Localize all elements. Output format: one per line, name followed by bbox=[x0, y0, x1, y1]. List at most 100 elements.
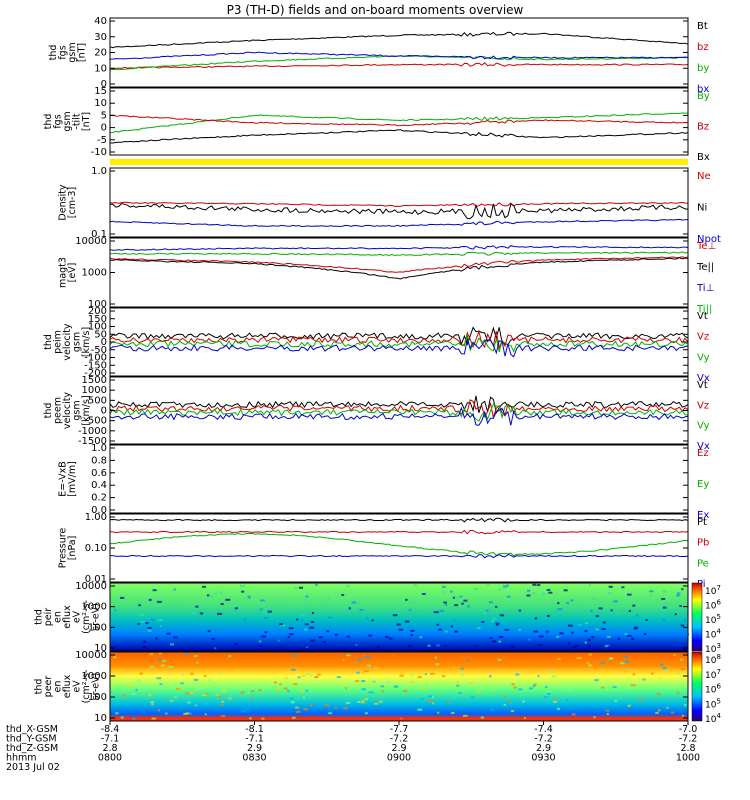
spectrogram-pixel bbox=[676, 672, 680, 675]
spectrogram-pixel bbox=[214, 592, 218, 595]
spectrogram-pixel bbox=[658, 709, 661, 712]
spectrogram-pixel bbox=[419, 636, 423, 639]
spectrogram-pixel bbox=[304, 623, 309, 626]
spectrogram-pixel bbox=[295, 706, 299, 709]
spectrogram-pixel bbox=[239, 584, 245, 587]
spectrogram-pixel bbox=[538, 644, 543, 647]
colorbar-tick: 106 bbox=[705, 599, 721, 612]
panel-frame bbox=[109, 17, 689, 88]
spectrogram-pixel bbox=[258, 645, 263, 648]
y-axis-label: thd bbox=[34, 679, 45, 695]
y-tick-label: 1.0 bbox=[91, 166, 107, 177]
spectrogram-pixel bbox=[300, 619, 305, 622]
spectrogram-pixel bbox=[502, 655, 507, 658]
spectrogram-pixel bbox=[149, 665, 154, 668]
spectrogram-pixel bbox=[187, 701, 191, 704]
spectrogram-pixel bbox=[678, 629, 681, 632]
spectrogram-pixel bbox=[614, 699, 618, 702]
spectrogram-pixel bbox=[220, 703, 224, 706]
spectrogram-pixel bbox=[665, 669, 669, 672]
legend-entry: Te⊥ bbox=[696, 241, 716, 252]
spectrogram-pixel bbox=[628, 609, 631, 612]
series-ion-velocity-0 bbox=[109, 326, 689, 346]
series-ion-velocity-3 bbox=[109, 337, 689, 358]
spectrogram-pixel bbox=[645, 618, 648, 621]
legend-entry: bz bbox=[697, 42, 709, 53]
plot-title: P3 (TH-D) fields and on-board moments ov… bbox=[227, 3, 524, 17]
y-tick-label: 10000 bbox=[75, 236, 107, 247]
spectrogram-pixel bbox=[132, 717, 136, 720]
spectrogram-pixel bbox=[305, 595, 309, 598]
spectrogram-pixel bbox=[662, 618, 666, 621]
spectrogram-pixel bbox=[595, 628, 600, 631]
x-tick-label: -7.2 bbox=[390, 734, 409, 745]
spectrogram-pixel bbox=[466, 605, 470, 608]
spectrogram-pixel bbox=[149, 653, 154, 656]
spectrogram-pixel bbox=[627, 593, 632, 596]
spectrogram-pixel bbox=[150, 701, 155, 704]
spectrogram-pixel bbox=[624, 633, 628, 636]
spectrogram-pixel bbox=[598, 607, 603, 610]
spectrogram-pixel bbox=[334, 633, 339, 636]
x-tick-label: 0930 bbox=[531, 753, 555, 764]
spectrogram-pixel bbox=[674, 613, 677, 616]
spectrogram-pixel bbox=[632, 673, 636, 676]
spectrogram-pixel bbox=[394, 685, 399, 688]
x-tick-label: 0900 bbox=[387, 753, 411, 764]
y-tick-label: -500 bbox=[84, 416, 107, 427]
spectrogram-pixel bbox=[571, 713, 576, 716]
spectrogram-pixel bbox=[588, 664, 593, 667]
spectrogram-pixel bbox=[483, 612, 486, 615]
spectrogram-pixel bbox=[576, 704, 581, 707]
spectrogram-pixel bbox=[503, 703, 507, 706]
series-electron-velocity-3 bbox=[109, 406, 689, 426]
spectrogram-pixel bbox=[584, 630, 588, 633]
y-axis-label: fgs bbox=[53, 114, 64, 128]
spectrogram-pixel bbox=[451, 711, 455, 714]
legend-entry: Bx bbox=[697, 152, 710, 163]
spectrogram-pixel bbox=[460, 667, 464, 670]
spectrogram-pixel bbox=[220, 602, 224, 605]
series-fgs-gsm-0 bbox=[109, 31, 689, 49]
y-tick-label: 5 bbox=[101, 110, 107, 121]
spectrogram-pixel bbox=[610, 609, 613, 612]
y-tick-label: 0.4 bbox=[91, 480, 107, 491]
spectrogram-pixel bbox=[461, 602, 464, 605]
spectrogram-pixel bbox=[600, 661, 606, 664]
spectrogram-pixel bbox=[486, 583, 490, 586]
spectrogram-pixel bbox=[417, 708, 423, 711]
series-fgs-gsm-1 bbox=[109, 62, 689, 70]
spectrogram-pixel bbox=[357, 658, 363, 661]
y-tick-label: 15 bbox=[94, 86, 107, 97]
spectrogram-pixel bbox=[420, 698, 424, 701]
spectrogram-pixel bbox=[204, 713, 207, 716]
y-axis-label: en bbox=[53, 681, 64, 693]
spectrogram-pixel bbox=[523, 717, 527, 720]
spectrogram-pixel bbox=[247, 692, 250, 695]
spectrogram-pixel bbox=[309, 703, 313, 706]
y-tick-label: 10 bbox=[94, 643, 107, 654]
spectrogram-pixel bbox=[151, 703, 154, 706]
colorbar-tick: 106 bbox=[705, 683, 721, 696]
spectrogram-pixel bbox=[417, 676, 422, 679]
spectrogram-pixel bbox=[666, 706, 669, 709]
spectrogram-pixel bbox=[504, 628, 510, 631]
y-axis-label: gsm bbox=[62, 111, 73, 131]
spectrogram-pixel bbox=[376, 646, 380, 649]
y-axis-label: [cm-3] bbox=[67, 187, 78, 218]
spectrogram-pixel bbox=[427, 695, 433, 698]
spectrogram-pixel bbox=[309, 626, 315, 629]
spectrogram-pixel bbox=[344, 687, 348, 690]
spectrogram-pixel bbox=[259, 640, 262, 643]
spectrogram-pixel bbox=[612, 686, 617, 689]
y-axis-label: [km/s] bbox=[81, 327, 92, 357]
spectrogram-pixel bbox=[522, 700, 525, 703]
spectrogram-pixel bbox=[684, 704, 687, 707]
spectrogram-pixel bbox=[474, 645, 478, 648]
spectrogram-pixel bbox=[279, 623, 284, 626]
spectrogram-pixel bbox=[287, 690, 290, 693]
spectrogram-pixel bbox=[427, 699, 433, 702]
spectrogram-pixel bbox=[148, 598, 152, 601]
